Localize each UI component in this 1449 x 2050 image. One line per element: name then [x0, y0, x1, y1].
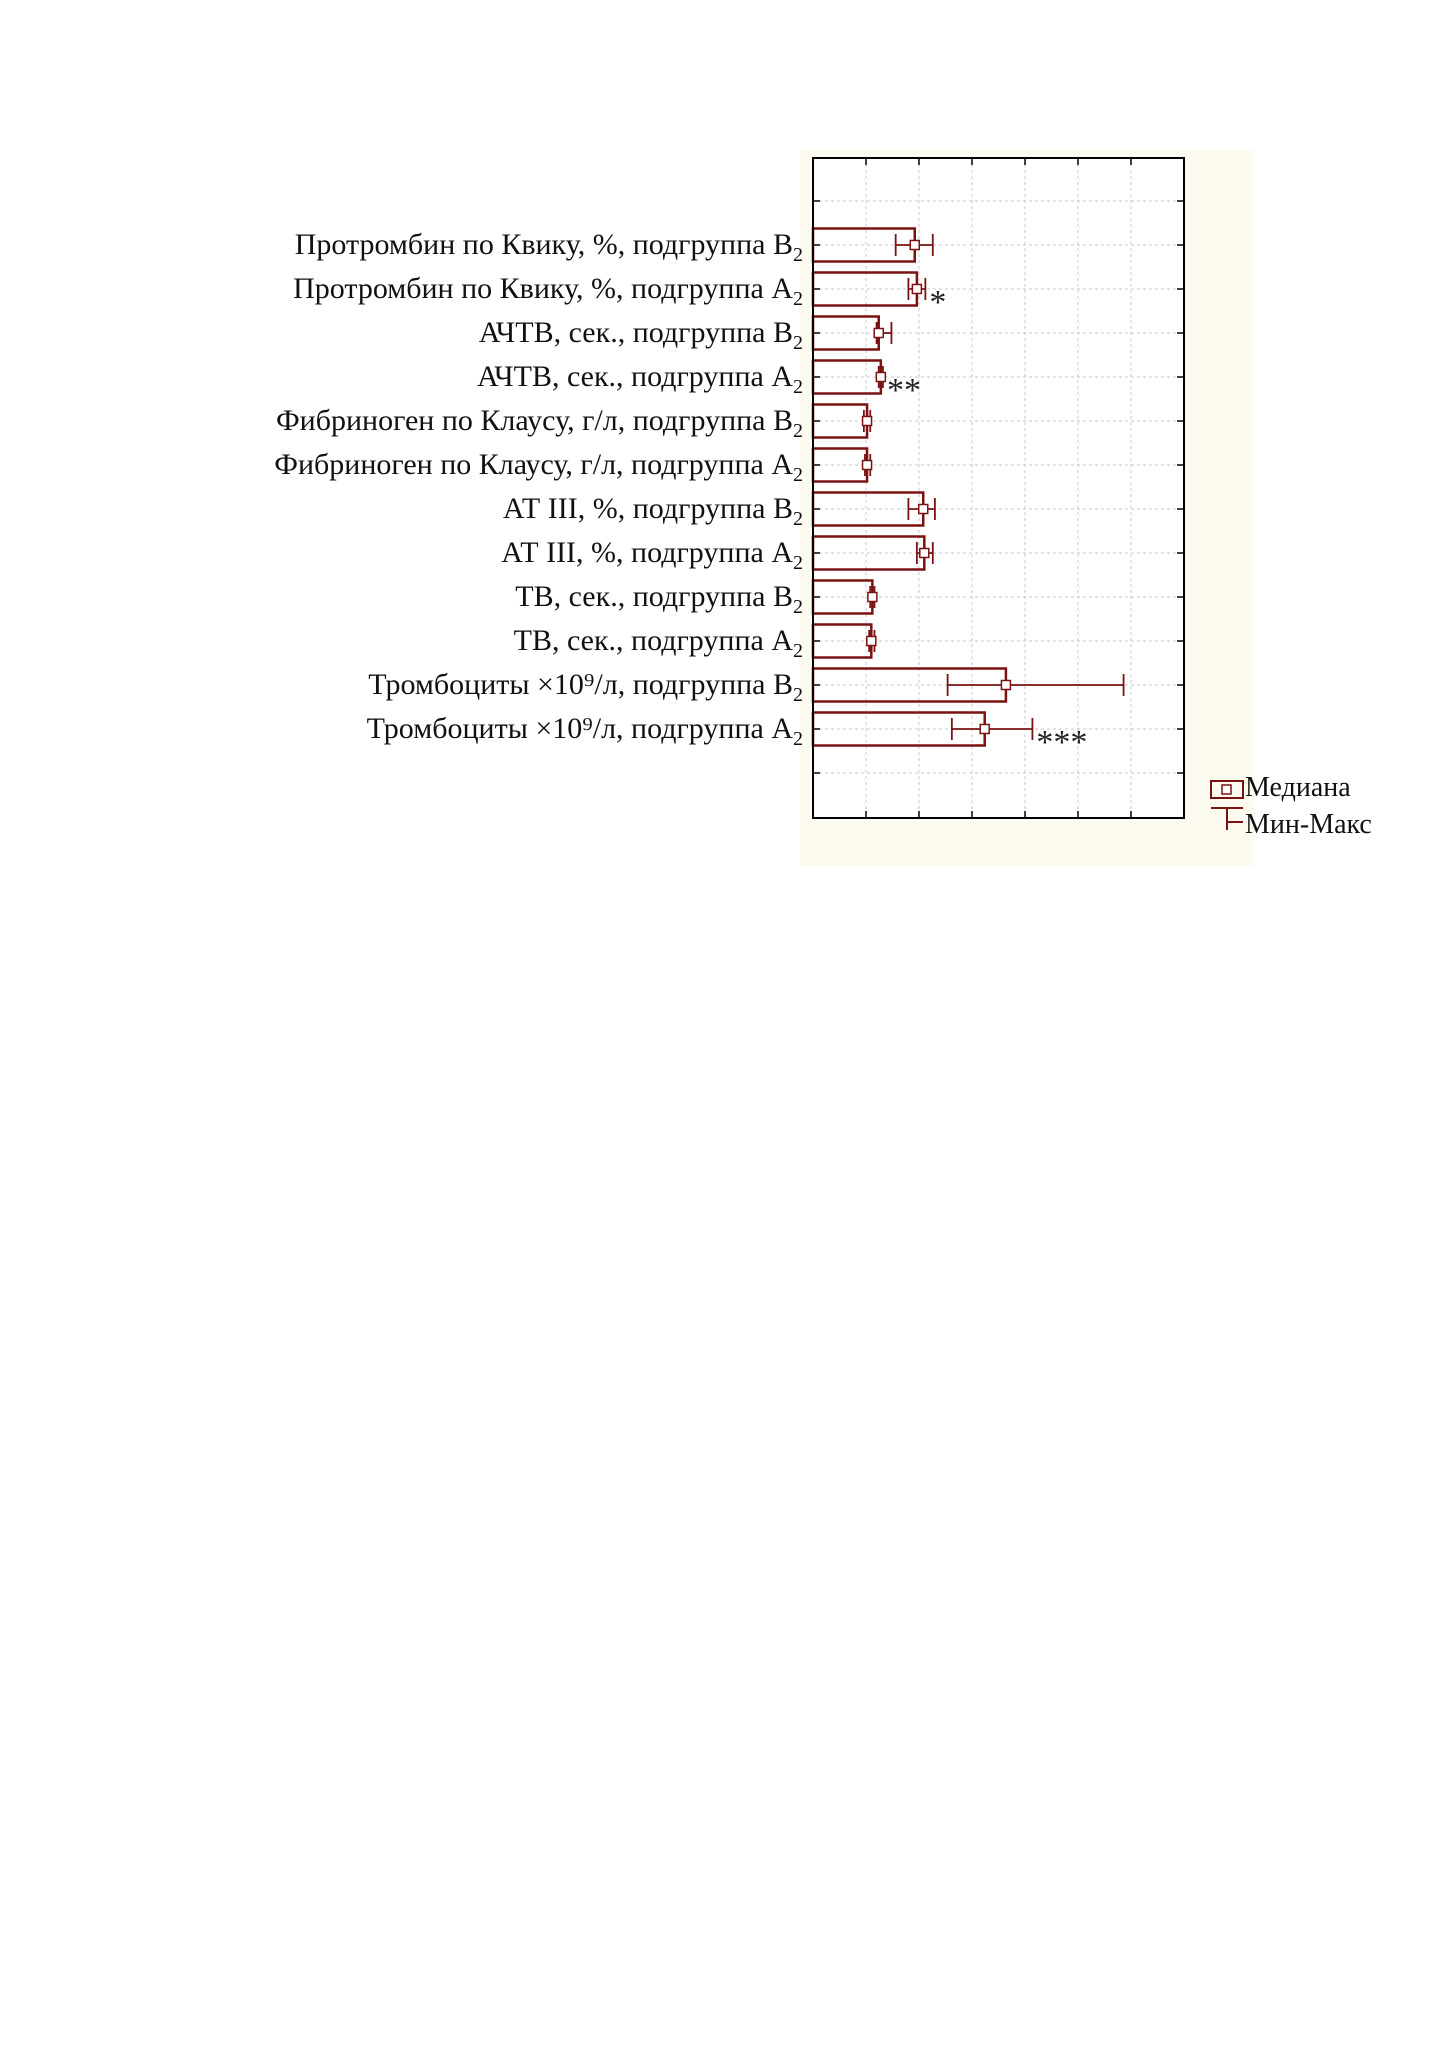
median-marker	[867, 591, 878, 603]
category-label: АТ III, %, подгруппа B2	[503, 492, 803, 530]
median-marker	[979, 723, 990, 735]
category-label-text: Тромбоциты ×10⁹/л, подгруппа B	[368, 668, 793, 701]
median-marker	[911, 283, 923, 295]
category-label-subscript: 2	[793, 728, 803, 750]
median-marker	[919, 547, 930, 559]
category-label-text: Тромбоциты ×10⁹/л, подгруппа A	[367, 712, 794, 745]
median-marker	[866, 635, 877, 647]
category-label-subscript: 2	[793, 244, 803, 266]
category-label-text: АЧТВ, сек., подгруппа B	[479, 316, 793, 349]
category-label: АЧТВ, сек., подгруппа B2	[479, 316, 803, 354]
significance-mark: ***	[1036, 724, 1087, 761]
median-box-icon	[1210, 780, 1244, 799]
category-label: Протромбин по Квику, %, подгруппа B2	[295, 228, 803, 266]
category-labels: Протромбин по Квику, %, подгруппа B2Прот…	[274, 228, 803, 750]
category-label-subscript: 2	[793, 552, 803, 574]
category-label-text: АТ III, %, подгруппа A	[501, 536, 793, 569]
significance-mark: *	[929, 284, 946, 321]
legend: Медиана Мин-Макс	[1210, 772, 1372, 840]
category-label: АЧТВ, сек., подгруппа A2	[477, 360, 803, 398]
category-label-text: ТВ, сек., подгруппа B	[515, 580, 793, 613]
category-label: Протромбин по Квику, %, подгруппа A2	[293, 272, 803, 310]
category-label: Фибриноген по Клаусу, г/л, подгруппа B2	[276, 404, 803, 442]
category-label-subscript: 2	[793, 596, 803, 618]
median-marker	[873, 327, 884, 339]
category-label-subscript: 2	[793, 376, 803, 398]
plot-frame	[812, 157, 1185, 819]
category-label-text: Протромбин по Квику, %, подгруппа A	[293, 272, 793, 305]
category-label-text: АЧТВ, сек., подгруппа A	[477, 360, 793, 393]
category-label: Тромбоциты ×10⁹/л, подгруппа B2	[368, 668, 803, 706]
legend-label-median: Медиана	[1245, 772, 1351, 803]
category-label-text: АТ III, %, подгруппа B	[503, 492, 793, 525]
category-label: ТВ, сек., подгруппа A2	[514, 624, 803, 662]
category-label-subscript: 2	[793, 684, 803, 706]
median-marker	[1000, 679, 1012, 691]
category-label-text: Фибриноген по Клаусу, г/л, подгруппа A	[274, 448, 793, 481]
category-label: ТВ, сек., подгруппа B2	[515, 580, 803, 618]
plot-area	[813, 158, 1184, 818]
category-label-text: Протромбин по Квику, %, подгруппа B	[295, 228, 793, 261]
category-label-subscript: 2	[793, 332, 803, 354]
category-label-text: ТВ, сек., подгруппа A	[514, 624, 794, 657]
category-label-subscript: 2	[793, 640, 803, 662]
significance-marks: ******	[887, 284, 1087, 761]
legend-label-min-max: Мин-Макс	[1245, 809, 1372, 840]
median-marker	[909, 239, 921, 251]
category-label: Тромбоциты ×10⁹/л, подгруппа A2	[367, 712, 803, 750]
category-label: АТ III, %, подгруппа A2	[501, 536, 803, 574]
median-marker	[861, 415, 873, 427]
min-max-whisker-icon	[1211, 807, 1243, 830]
category-label-subscript: 2	[793, 464, 803, 486]
significance-mark: **	[887, 372, 921, 409]
category-label-subscript: 2	[793, 420, 803, 442]
category-label-subscript: 2	[793, 288, 803, 310]
median-marker	[917, 503, 929, 515]
category-label-subscript: 2	[793, 508, 803, 530]
category-label-text: Фибриноген по Клаусу, г/л, подгруппа B	[276, 404, 793, 437]
median-marker	[861, 459, 873, 471]
category-label: Фибриноген по Клаусу, г/л, подгруппа A2	[274, 448, 803, 486]
median-marker	[875, 371, 887, 383]
